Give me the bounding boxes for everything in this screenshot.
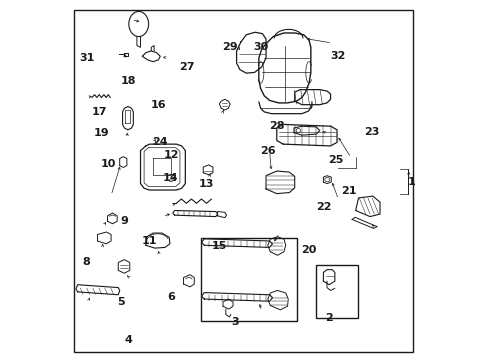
Text: 30: 30 <box>252 42 268 52</box>
Text: 15: 15 <box>211 241 226 251</box>
Text: 26: 26 <box>260 146 275 156</box>
Text: 4: 4 <box>124 334 132 345</box>
Text: 20: 20 <box>301 245 316 255</box>
Text: 8: 8 <box>82 257 90 267</box>
Text: 25: 25 <box>327 155 343 165</box>
Text: 9: 9 <box>120 216 128 226</box>
Text: 10: 10 <box>101 159 116 169</box>
Text: 5: 5 <box>117 297 124 307</box>
Text: 31: 31 <box>79 53 94 63</box>
Text: 23: 23 <box>364 127 379 136</box>
Text: 32: 32 <box>329 51 345 61</box>
Text: 16: 16 <box>150 100 166 110</box>
Text: 28: 28 <box>268 121 284 131</box>
Text: 27: 27 <box>179 62 195 72</box>
Text: 3: 3 <box>231 317 239 327</box>
Text: 21: 21 <box>340 186 356 196</box>
Text: 18: 18 <box>120 76 136 86</box>
Text: 17: 17 <box>91 107 107 117</box>
Text: 19: 19 <box>93 129 109 138</box>
Bar <box>201 238 296 320</box>
Text: 11: 11 <box>142 236 157 246</box>
Text: 14: 14 <box>163 173 179 183</box>
Text: 12: 12 <box>163 150 179 160</box>
Text: 6: 6 <box>167 292 175 302</box>
Bar <box>315 265 357 318</box>
Text: 22: 22 <box>315 202 330 212</box>
Text: 2: 2 <box>324 313 332 323</box>
Text: 24: 24 <box>152 138 168 147</box>
Text: 13: 13 <box>199 179 214 189</box>
Text: 1: 1 <box>407 177 414 187</box>
Text: 29: 29 <box>222 42 238 52</box>
